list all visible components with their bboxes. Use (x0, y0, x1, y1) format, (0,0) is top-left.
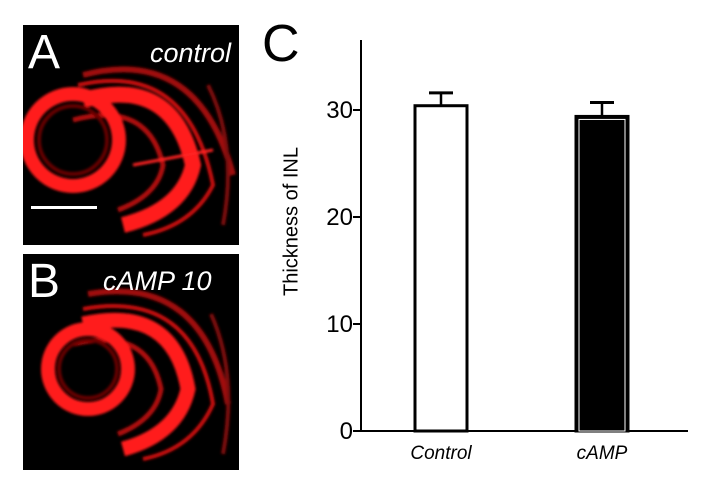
bar-control (413, 104, 469, 433)
panel-b-condition: cAMP 10 (103, 266, 212, 296)
retina-image-camp (41, 288, 231, 461)
y-tick-label: 20 (326, 204, 353, 231)
panel-b-micrograph: B cAMP 10 (23, 254, 239, 470)
panel-a-micrograph: A control (23, 25, 239, 245)
panel-b-label: B (28, 255, 61, 308)
bar-inner-outline (578, 118, 626, 432)
y-tick-label: 30 (326, 97, 353, 124)
y-tick-label: 10 (326, 311, 353, 338)
panel-c-label: C (262, 15, 300, 73)
panel-a-label: A (28, 26, 61, 79)
x-tick-label: Control (410, 443, 472, 464)
x-tick-label: cAMP (577, 443, 628, 464)
bar-chart: 0 10 20 30 Control cAMP (326, 40, 688, 464)
y-tick-label: 0 (340, 418, 353, 445)
panel-a-condition: control (149, 38, 231, 68)
bar-camp (574, 114, 630, 433)
scale-bar (31, 206, 97, 209)
retina-image-control (23, 66, 236, 237)
